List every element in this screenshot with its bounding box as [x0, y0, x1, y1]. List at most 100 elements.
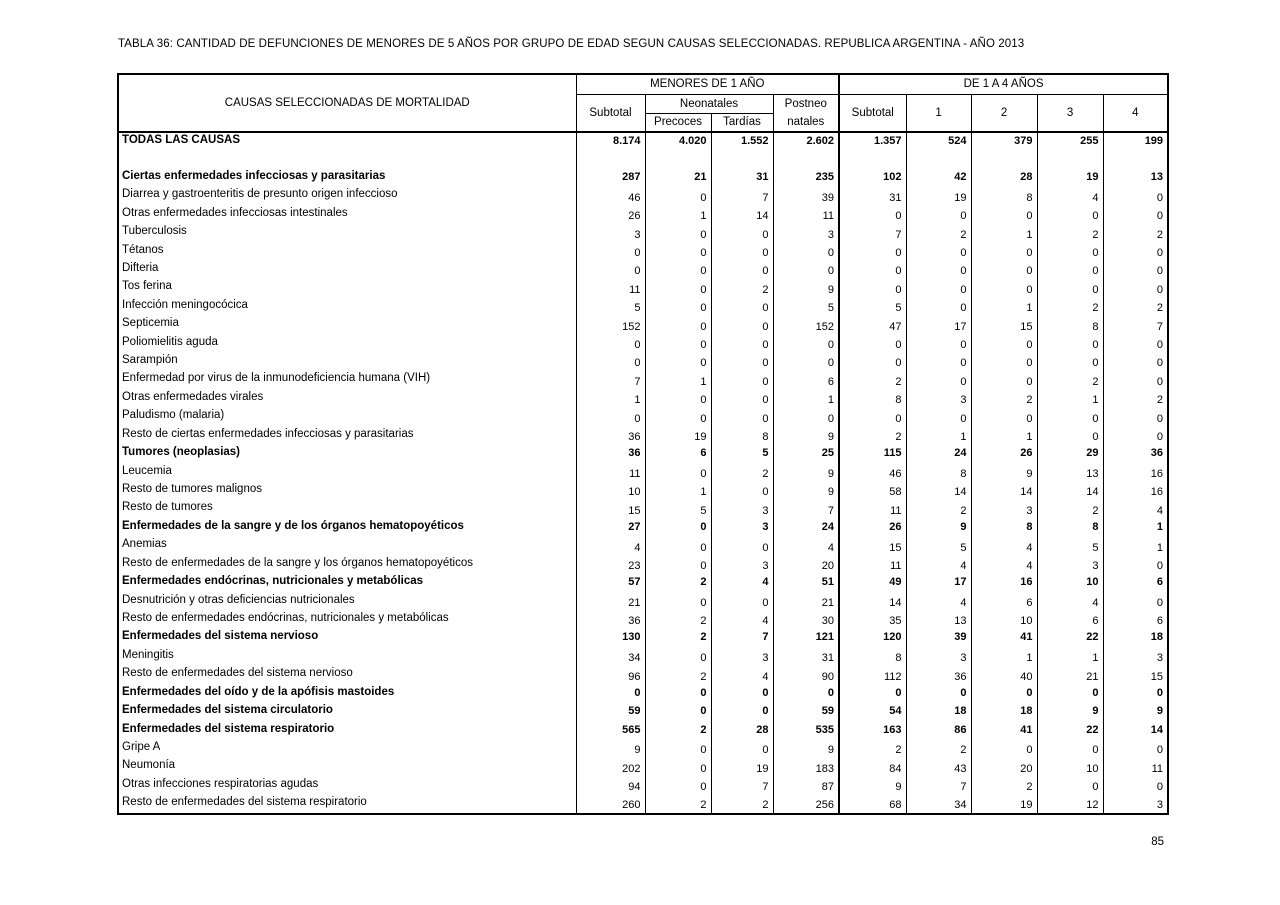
value-cell: 0 — [772, 684, 840, 704]
value-cell: 36 — [575, 610, 646, 630]
value-cell: 5 — [905, 537, 972, 556]
value-cell: 2 — [1036, 297, 1104, 317]
value-cell: 26 — [575, 205, 646, 225]
value-cell: 8 — [1036, 316, 1104, 335]
cause-label: Otras infecciones respiratorias agudas — [117, 776, 577, 796]
value-cell: 0 — [644, 224, 712, 243]
value-cell: 11 — [838, 555, 907, 575]
column-group-de-1-a-4-anos: DE 1 A 4 AÑOS — [838, 73, 1169, 95]
value-cell: 0 — [970, 371, 1038, 390]
value-cell: 20 — [970, 758, 1038, 777]
value-cell: 1 — [905, 426, 972, 446]
cause-label: Enfermedades endócrinas, nutricionales y… — [117, 574, 577, 593]
value-cell: 16 — [1102, 482, 1169, 501]
value-cell: 4 — [710, 666, 774, 685]
cause-label: Diarrea y gastroenteritis de presunto or… — [117, 187, 577, 206]
value-cell: 0 — [838, 205, 907, 225]
cause-label: Infección meningocócica — [117, 297, 577, 317]
value-cell: 0 — [710, 242, 774, 261]
value-cell: 0 — [1102, 684, 1169, 704]
value-cell: 0 — [838, 242, 907, 261]
value-cell: 10 — [970, 610, 1038, 630]
value-cell: 0 — [644, 758, 712, 777]
value-cell: 96 — [575, 666, 646, 685]
value-cell: 19 — [710, 758, 774, 777]
value-cell: 28 — [710, 721, 774, 740]
value-cell: 0 — [710, 408, 774, 427]
value-cell: 90 — [772, 666, 840, 685]
value-cell: 0 — [644, 518, 712, 538]
value-cell: 0 — [1102, 353, 1169, 372]
value-cell: 18 — [905, 703, 972, 722]
value-cell: 6 — [772, 371, 840, 390]
value-cell: 19 — [905, 187, 972, 206]
value-cell: 10 — [1036, 574, 1104, 593]
value-cell: 41 — [970, 629, 1038, 648]
cause-label: Leucemia — [117, 463, 577, 483]
value-cell: 7 — [838, 224, 907, 243]
value-cell: 1 — [575, 389, 646, 409]
value-cell: 41 — [970, 721, 1038, 740]
value-cell: 6 — [1036, 610, 1104, 630]
value-cell: 2 — [710, 279, 774, 298]
value-cell: 4 — [905, 592, 972, 611]
value-cell — [710, 150, 774, 169]
table-row: Tos ferina 11 0 2 9 0 0 0 0 0 — [117, 279, 1169, 298]
value-cell: 2 — [970, 776, 1038, 796]
value-cell: 2 — [710, 463, 774, 483]
value-cell: 31 — [772, 647, 840, 667]
value-cell: 22 — [1036, 721, 1104, 740]
value-cell: 5 — [772, 297, 840, 317]
value-cell: 40 — [970, 666, 1038, 685]
value-cell: 3 — [905, 647, 972, 667]
value-cell: 16 — [970, 574, 1038, 593]
table-row: Resto de tumores malignos 10 1 0 9 58 14 14 14 16 — [117, 482, 1169, 501]
value-cell: 2 — [644, 721, 712, 740]
value-cell: 9 — [772, 463, 840, 483]
table-row: Enfermedades del sistema nervioso 130 2 7 12… — [117, 629, 1169, 648]
value-cell: 0 — [644, 353, 712, 372]
value-cell: 26 — [838, 518, 907, 538]
value-cell: 35 — [838, 610, 907, 630]
value-cell: 0 — [1036, 279, 1104, 298]
cause-label: Neumonía — [117, 758, 577, 777]
value-cell: 8 — [970, 518, 1038, 538]
value-cell: 0 — [1036, 739, 1104, 759]
value-cell: 0 — [1102, 242, 1169, 261]
table-row: Resto de enfermedades endócrinas, nutric… — [117, 610, 1169, 630]
value-cell: 13 — [1102, 168, 1169, 188]
table-row: Sarampión 0 0 0 0 0 0 0 0 0 — [117, 353, 1169, 372]
column-header-causas: CAUSAS SELECCIONADAS DE MORTALIDAD — [117, 73, 577, 133]
cause-label: Enfermedades del sistema respiratorio — [117, 721, 577, 740]
value-cell: 1 — [1102, 537, 1169, 556]
value-cell: 7 — [710, 187, 774, 206]
value-cell: 102 — [838, 168, 907, 188]
value-cell: 0 — [710, 260, 774, 280]
value-cell: 0 — [710, 389, 774, 409]
value-cell: 565 — [575, 721, 646, 740]
column-group-menores-de-1-ano: MENORES DE 1 AÑO — [575, 73, 840, 95]
value-cell: 2 — [644, 666, 712, 685]
value-cell: 130 — [575, 629, 646, 648]
table-row: Enfermedades del sistema respiratorio 565… — [117, 721, 1169, 740]
value-cell: 9 — [772, 482, 840, 501]
value-cell: 0 — [1036, 408, 1104, 427]
value-cell: 9 — [970, 463, 1038, 483]
value-cell: 7 — [575, 371, 646, 390]
table-row: Paludismo (malaria) 0 0 0 0 0 0 0 0 0 — [117, 408, 1169, 427]
value-cell: 7 — [905, 776, 972, 796]
value-cell: 15 — [970, 316, 1038, 335]
value-cell: 68 — [838, 795, 907, 814]
value-cell: 0 — [710, 371, 774, 390]
value-cell: 7 — [1102, 316, 1169, 335]
value-cell: 0 — [1036, 242, 1104, 261]
value-cell — [644, 150, 712, 169]
value-cell: 1 — [1102, 518, 1169, 538]
value-cell: 3 — [772, 224, 840, 243]
value-cell — [905, 150, 972, 169]
table-row: Tétanos 0 0 0 0 0 0 0 0 0 — [117, 242, 1169, 261]
postneo-line-2: natales — [787, 115, 825, 128]
cause-label: Tuberculosis — [117, 224, 577, 243]
value-cell: 59 — [772, 703, 840, 722]
